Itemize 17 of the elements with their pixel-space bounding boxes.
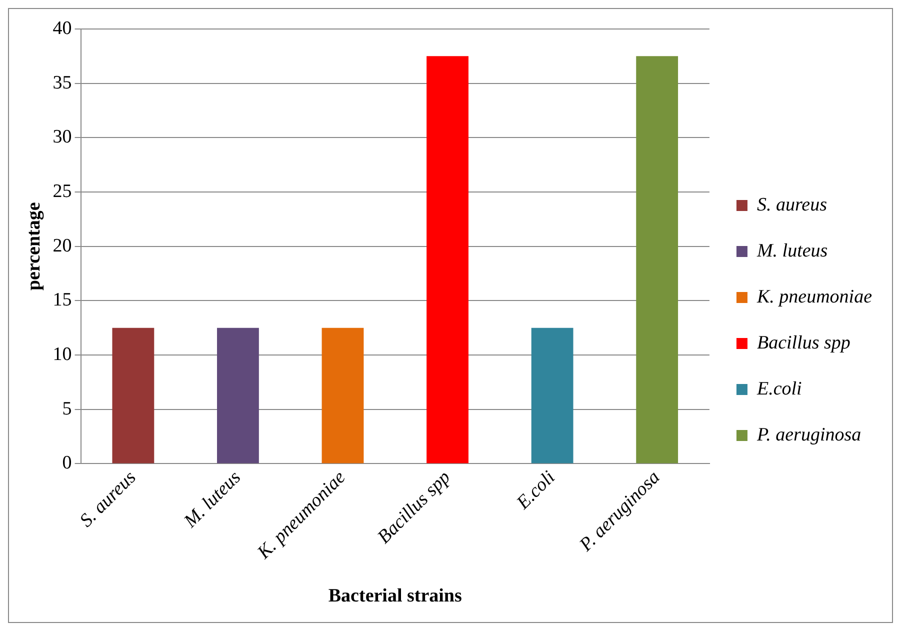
y-tick-label: 20 xyxy=(52,235,72,256)
y-tick-label: 40 xyxy=(52,18,72,39)
legend-label: P. aeruginosa xyxy=(756,424,862,446)
y-tick-label: 30 xyxy=(52,126,72,148)
y-tick-label: 35 xyxy=(52,72,72,94)
legend-label: M. luteus xyxy=(756,240,828,262)
y-tick-label: 0 xyxy=(62,452,72,474)
legend-label: K. pneumoniae xyxy=(756,286,872,308)
legend-label: Bacillus spp xyxy=(756,332,850,354)
x-axis-title: Bacterial strains xyxy=(328,586,462,607)
y-axis-title: percentage xyxy=(23,202,44,291)
y-tick-label: 15 xyxy=(52,290,72,311)
y-tick-label: 25 xyxy=(52,181,72,202)
legend-label: E.coli xyxy=(756,378,802,400)
legend-label: S. aureus xyxy=(756,194,827,216)
y-tick-label: 5 xyxy=(62,398,72,420)
y-tick-label: 10 xyxy=(52,344,72,366)
